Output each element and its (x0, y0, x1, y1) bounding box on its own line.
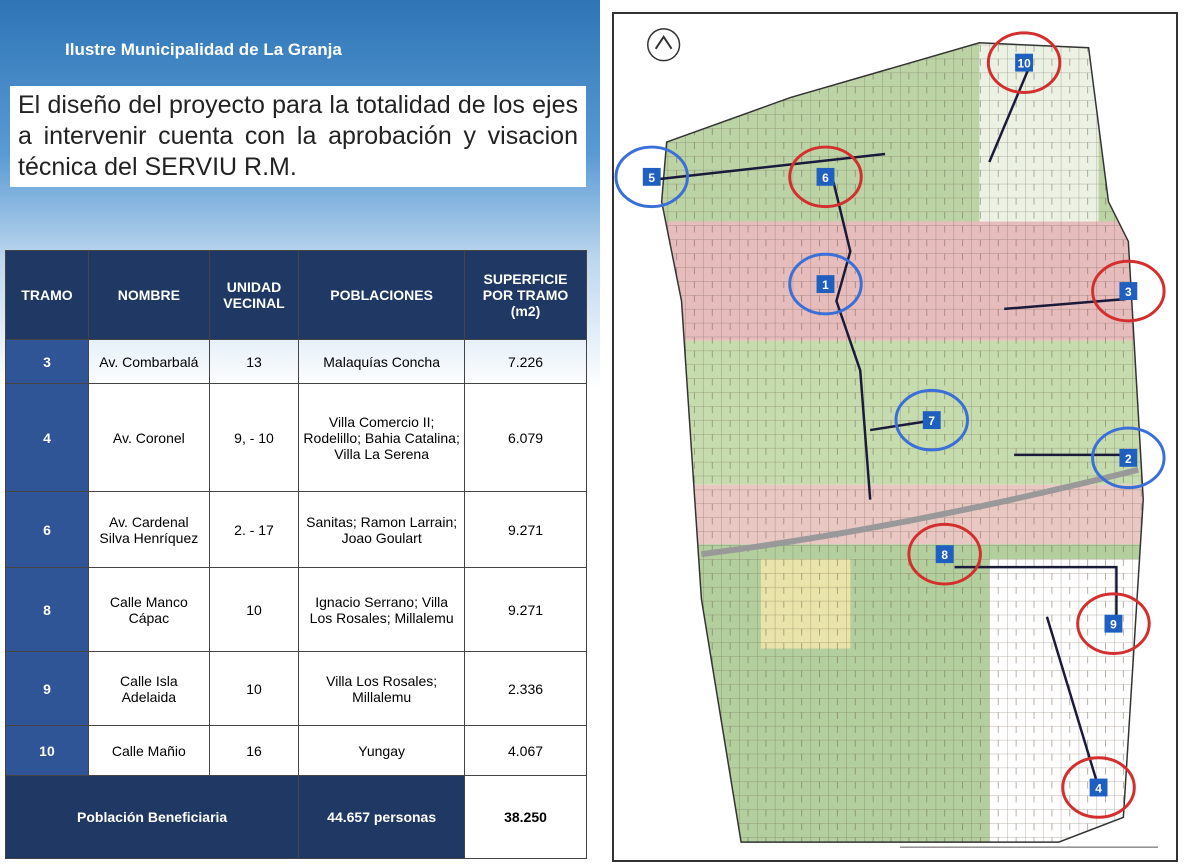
table-cell: 6.079 (464, 383, 587, 492)
marker-box (922, 411, 941, 430)
table-cell: 6 (5, 491, 89, 568)
table-cell: 2.336 (464, 651, 587, 726)
marker-label: 3 (1125, 285, 1132, 299)
markers: 10 5 6 1 3 7 2 8 9 4 (614, 31, 1166, 819)
table-cell: 10 (208, 651, 300, 726)
street (651, 152, 886, 182)
marker-label: 9 (1110, 618, 1117, 632)
table-cell: 13 (208, 339, 300, 384)
table-cell: 10 (208, 567, 300, 652)
marker-label: 1 (822, 278, 829, 292)
table-cell: Villa Los Rosales; Millalemu (298, 651, 466, 726)
column-header: NOMBRE (87, 250, 210, 340)
table-row: 9 Calle Isla Adelaida 10 Villa Los Rosales;… (5, 651, 587, 726)
marker-box (935, 545, 954, 564)
column-header: POBLACIONES (298, 250, 466, 340)
table-row: 3 Av. Combarbalá 13 Malaquías Concha 7.226 (5, 339, 587, 384)
table-body: 3 Av. Combarbalá 13 Malaquías Concha 7.226 4 A… (4, 339, 587, 859)
street (954, 565, 1118, 624)
table-row: 8 Calle Manco Cápac 10 Ignacio Serrano; Vil… (5, 567, 587, 652)
table-cell: Villa Comercio II; Rodelillo; Bahia Cata… (298, 383, 466, 492)
marker-box (816, 167, 835, 186)
footer-people: 44.657 personas (298, 775, 466, 859)
table-cell: 8 (5, 567, 89, 652)
table-cell: 9, - 10 (208, 383, 300, 492)
table-cell: 3 (5, 339, 89, 384)
table-cell: Malaquías Concha (298, 339, 466, 384)
compass-arrow (654, 35, 673, 50)
marker-label: 4 (1095, 781, 1102, 795)
marker-ring (1061, 756, 1136, 819)
footer-label: Población Beneficiaria (4, 775, 300, 859)
column-header: SUPERFICIE POR TRAMO (m2) (464, 250, 587, 340)
marker-ring (1091, 259, 1166, 323)
marker-ring (986, 31, 1062, 94)
marker-label: 6 (822, 171, 829, 185)
table-cell: Av. Coronel (87, 383, 210, 492)
table-row: 6 Av. Cardenal Silva Henríquez 2. - 17 Sani… (5, 491, 587, 568)
table-cell: Av. Combarbalá (87, 339, 210, 384)
marker-label: 8 (941, 548, 948, 562)
tramos-table: TRAMO NOMBRE UNIDAD VECINAL POBLACIONES SUPE… (4, 250, 587, 859)
table-cell: 4.067 (464, 725, 587, 776)
paragraph: El diseño del proyecto para la totalidad… (10, 86, 586, 187)
table-cell: 16 (208, 725, 300, 776)
table-cell: 7.226 (464, 339, 587, 384)
marker-box (1119, 282, 1138, 300)
map: 10 5 6 1 3 7 2 8 9 4 (612, 12, 1178, 862)
railway (701, 466, 1139, 558)
marker-box (1015, 53, 1034, 72)
header-title: Ilustre Municipalidad de La Granja (65, 40, 342, 59)
table-row: 10 Calle Mañio 16 Yungay 4.067 (5, 725, 587, 776)
street (988, 67, 1031, 163)
compass (647, 28, 681, 62)
footer-row: Población Beneficiaria 44.657 personas 38.… (4, 775, 587, 859)
header-row: TRAMO NOMBRE UNIDAD VECINAL POBLACIONES SUPE… (5, 250, 587, 340)
marker-box (1089, 778, 1108, 797)
map-zones (661, 42, 1144, 843)
marker-ring (788, 145, 863, 209)
column-header: TRAMO (5, 250, 89, 340)
marker-ring (614, 145, 689, 209)
marker-label: 10 (1017, 57, 1031, 71)
marker-ring (1076, 592, 1151, 655)
table-cell: 4 (5, 383, 89, 492)
table-cell: 9.271 (464, 491, 587, 568)
marker-box (816, 275, 835, 294)
streets (651, 67, 1139, 788)
marker-label: 5 (648, 171, 655, 185)
column-header: UNIDAD VECINAL (208, 250, 300, 340)
table-cell: Calle Isla Adelaida (87, 651, 210, 726)
marker-label: 2 (1125, 452, 1132, 466)
table-cell: 9 (5, 651, 89, 726)
marker-ring (907, 522, 982, 586)
marker-label: 7 (928, 414, 935, 428)
info-panel: Ilustre Municipalidad de La Granja El di… (0, 0, 600, 865)
table-cell: Calle Manco Cápac (87, 567, 210, 652)
table-cell: 2. - 17 (208, 491, 300, 568)
table-cell: 9.271 (464, 567, 587, 652)
footer-total: 38.250 (464, 775, 587, 859)
table-cell: Yungay (298, 725, 466, 776)
street (832, 181, 872, 500)
marker-ring (1091, 426, 1166, 490)
marker-ring (788, 252, 863, 316)
north-arrow (647, 28, 681, 62)
table-row: 4 Av. Coronel 9, - 10 Villa Comercio II; Ro… (5, 383, 587, 492)
marker-box (1104, 614, 1123, 633)
parcel-grid (661, 42, 1144, 843)
marker-ring (894, 388, 969, 452)
marker-box (1119, 448, 1138, 467)
table-cell: Calle Mañio (87, 725, 210, 776)
table-cell: 10 (5, 725, 89, 776)
table-cell: Av. Cardenal Silva Henríquez (87, 491, 210, 568)
table-cell: Sanitas; Ramon Larrain; Joao Goulart (298, 491, 466, 568)
table-cell: Ignacio Serrano; Villa Los Rosales; Mill… (298, 567, 466, 652)
marker-box (642, 167, 661, 186)
street (1004, 297, 1127, 311)
